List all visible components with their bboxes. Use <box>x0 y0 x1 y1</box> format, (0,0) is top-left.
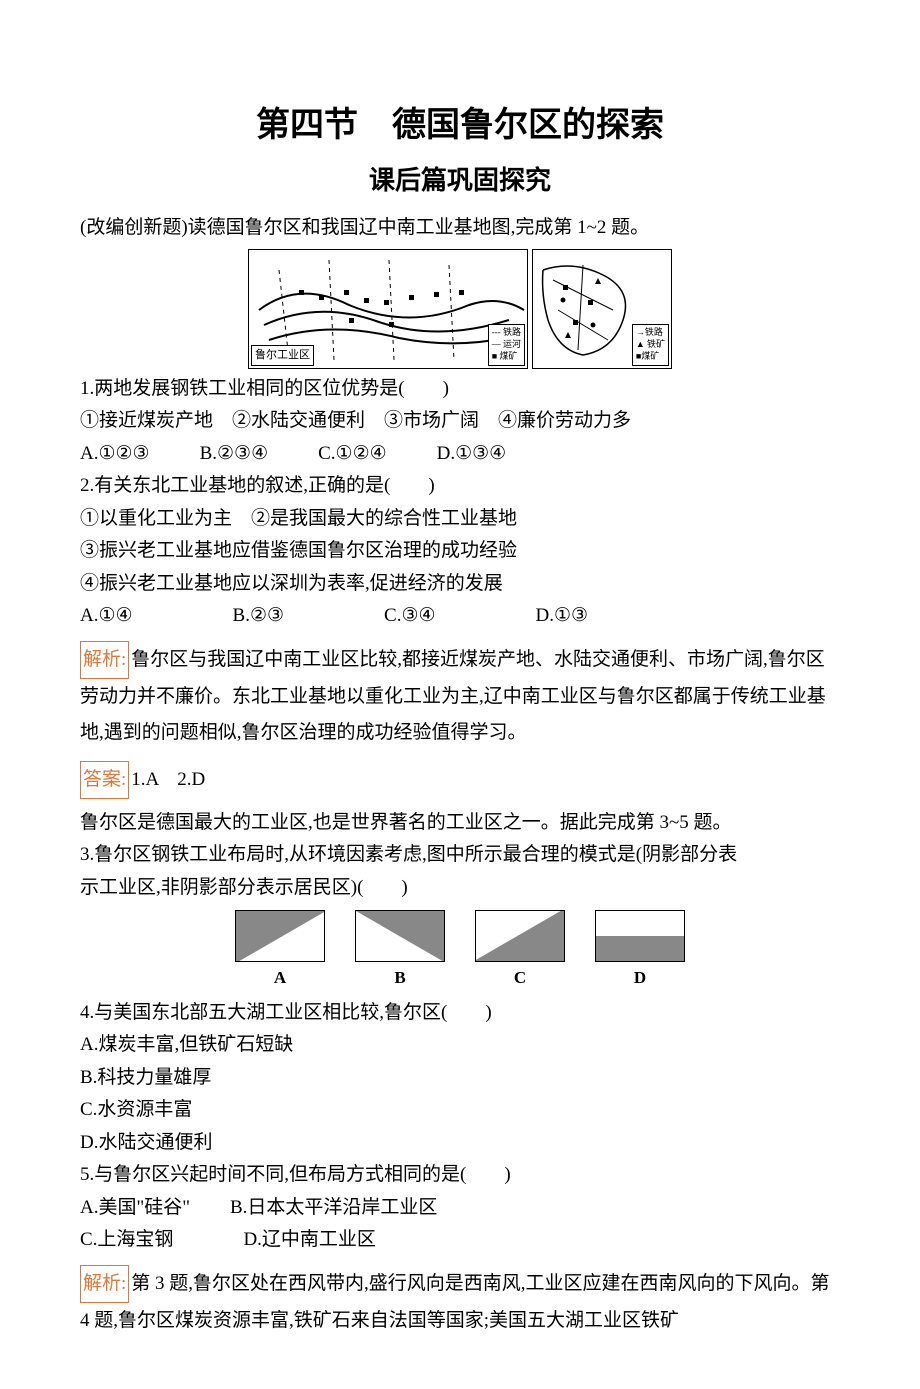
q2-items3: ④振兴老工业基地应以深圳为表率,促进经济的发展 <box>80 570 840 599</box>
q1-items: ①接近煤炭产地 ②水陆交通便利 ③市场广阔 ④廉价劳动力多 <box>80 407 840 436</box>
diag-d-label: D <box>595 965 685 991</box>
legend-left: --- 铁路 — 运河 ■ 煤矿 <box>488 324 525 365</box>
map-liaozhong: →铁路 ▲ 铁矿 ■煤矿 <box>532 249 672 369</box>
q3-stem1: 3.鲁尔区钢铁工业布局时,从环境因素考虑,图中所示最合理的模式是(阴影部分表 <box>80 841 840 870</box>
analysis-label-2: 解析: <box>80 1265 129 1303</box>
q1-opt-b: B.②③④ <box>200 440 269 469</box>
q3-stem2: 示工业区,非阴影部分表示居民区)( ) <box>80 874 840 903</box>
q4-opt-d: D.水陆交通便利 <box>80 1129 840 1158</box>
intro-2: 鲁尔区是德国最大的工业区,也是世界著名的工业区之一。据此完成第 3~5 题。 <box>80 809 840 838</box>
map-figure: 鲁尔工业区 --- 铁路 — 运河 ■ 煤矿 →铁路 ▲ 铁矿 ■煤矿 <box>80 249 840 369</box>
q4-opt-b: B.科技力量雄厚 <box>80 1064 840 1093</box>
legend-left-line3: ■ 煤矿 <box>492 351 521 363</box>
q2-opt-b: B.②③ <box>233 602 285 631</box>
analysis-label-1: 解析: <box>80 641 129 679</box>
diag-a-label: A <box>235 965 325 991</box>
q5-stem: 5.与鲁尔区兴起时间不同,但布局方式相同的是( ) <box>80 1161 840 1190</box>
q1-options: A.①②③ B.②③④ C.①②④ D.①③④ <box>80 440 840 469</box>
legend-right-line2: ▲ 铁矿 <box>636 339 665 351</box>
q5-opt-c: C.上海宝钢 <box>80 1226 173 1255</box>
q3-diagrams: A B C D <box>80 910 840 991</box>
q1-opt-a: A.①②③ <box>80 440 150 469</box>
legend-right-line3: ■煤矿 <box>636 351 665 363</box>
analysis-1: 解析:鲁尔区与我国辽中南工业区比较,都接近煤炭产地、水陆交通便利、市场广阔,鲁尔… <box>80 641 840 751</box>
q1-opt-c: C.①②④ <box>318 440 387 469</box>
map-ruhr-label: 鲁尔工业区 <box>251 345 314 366</box>
q2-opt-a: A.①④ <box>80 602 133 631</box>
q5-options-row2: C.上海宝钢 D.辽中南工业区 <box>80 1226 840 1255</box>
q4-stem: 4.与美国东北部五大湖工业区相比较,鲁尔区( ) <box>80 999 840 1028</box>
legend-right: →铁路 ▲ 铁矿 ■煤矿 <box>632 324 669 365</box>
answer-text-1: 1.A 2.D <box>131 769 205 790</box>
page-subtitle: 课后篇巩固探究 <box>80 161 840 200</box>
q5-opt-a: A.美国"硅谷" <box>80 1194 190 1223</box>
answer-1: 答案:1.A 2.D <box>80 761 840 799</box>
diag-c: C <box>475 910 565 991</box>
q5-opt-d: D.辽中南工业区 <box>243 1226 375 1255</box>
q2-opt-d: D.①③ <box>536 602 589 631</box>
diag-d: D <box>595 910 685 991</box>
legend-right-line1: →铁路 <box>636 327 665 339</box>
intro-text: (改编创新题)读德国鲁尔区和我国辽中南工业基地图,完成第 1~2 题。 <box>80 214 840 243</box>
q2-options: A.①④ B.②③ C.③④ D.①③ <box>80 602 840 631</box>
legend-left-line1: --- 铁路 <box>492 327 521 339</box>
diag-a: A <box>235 910 325 991</box>
analysis-text-1: 鲁尔区与我国辽中南工业区比较,都接近煤炭产地、水陆交通便利、市场广阔,鲁尔区劳动… <box>80 649 826 743</box>
legend-left-line2: — 运河 <box>492 339 521 351</box>
q2-opt-c: C.③④ <box>384 602 436 631</box>
diag-b: B <box>355 910 445 991</box>
answer-label-1: 答案: <box>80 761 129 799</box>
q2-items2: ③振兴老工业基地应借鉴德国鲁尔区治理的成功经验 <box>80 537 840 566</box>
q1-opt-d: D.①③④ <box>437 440 507 469</box>
q1-stem: 1.两地发展钢铁工业相同的区位优势是( ) <box>80 375 840 404</box>
q4-opt-c: C.水资源丰富 <box>80 1096 840 1125</box>
q2-items1: ①以重化工业为主 ②是我国最大的综合性工业基地 <box>80 505 840 534</box>
q5-options-row1: A.美国"硅谷" B.日本太平洋沿岸工业区 <box>80 1194 840 1223</box>
q5-opt-b: B.日本太平洋沿岸工业区 <box>230 1194 437 1223</box>
diag-c-label: C <box>475 965 565 991</box>
map-ruhr: 鲁尔工业区 --- 铁路 — 运河 ■ 煤矿 <box>248 249 528 369</box>
diag-b-label: B <box>355 965 445 991</box>
page-title: 第四节 德国鲁尔区的探索 <box>80 100 840 151</box>
q4-opt-a: A.煤炭丰富,但铁矿石短缺 <box>80 1031 840 1060</box>
q2-stem: 2.有关东北工业基地的叙述,正确的是( ) <box>80 472 840 501</box>
